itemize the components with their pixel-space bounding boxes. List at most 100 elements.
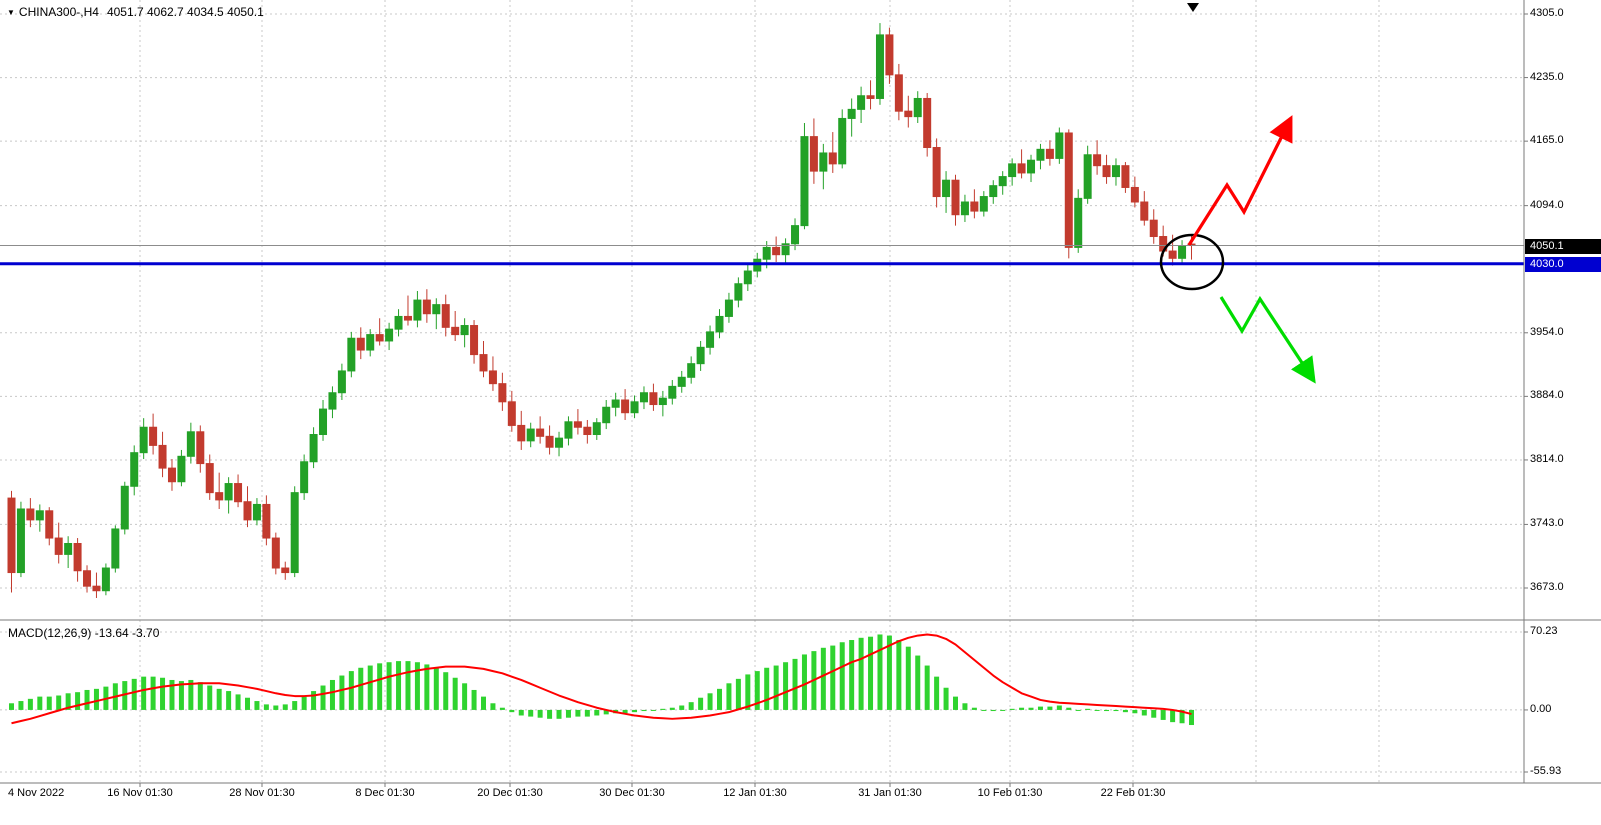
macd-bar [150,676,156,710]
macd-bar [981,709,987,711]
candle-body [904,110,913,118]
macd-bar [632,709,638,713]
candle-body [592,422,601,436]
macd-bar [792,658,798,710]
candle-body [658,397,667,406]
hline-price-badge: 4030.0 [1525,256,1601,272]
candle-body [1055,132,1064,159]
macd-bar [131,678,137,710]
macd-bar [1104,709,1110,712]
candle-body [772,246,781,256]
macd-bar [783,662,789,710]
macd-bar [943,687,949,710]
price-axis-label: 4094.0 [1530,198,1564,211]
macd-bar [329,679,335,710]
candle-body [819,152,828,172]
candle-body [366,334,375,351]
time-axis-label: 4 Nov 2022 [8,787,65,799]
candle-body [422,299,431,315]
candle-body [923,97,932,149]
candle-body [866,95,875,99]
symbol-dropdown-icon[interactable]: ▼ [7,8,15,18]
candle-body [715,315,724,333]
macd-bar [75,692,81,710]
candle-body [639,392,648,403]
candle-body [998,176,1007,187]
macd-bar [669,707,675,710]
candle-body [252,503,261,521]
candle-body [762,246,771,260]
candle-body [215,492,224,501]
candle-body [706,331,715,348]
macd-signal-line [11,633,1192,725]
macd-bar [122,681,128,710]
macd-bar [27,698,33,710]
candle-body [498,383,507,403]
macd-bar [56,695,62,710]
macd-bar [65,693,71,710]
macd-bar [254,701,260,710]
macd-bar [207,685,213,710]
macd-indicator-label: MACD(12,26,9) -13.64 -3.70 [8,626,160,640]
macd-bar [178,681,184,710]
candle-body [649,392,658,406]
highlight-circle-annotation[interactable] [1159,233,1225,291]
macd-bar [764,667,770,710]
candle-body [347,337,356,372]
price-axis-label: 4165.0 [1530,134,1564,147]
macd-bar [1170,709,1176,723]
candle-body [328,392,337,410]
macd-axis-label: 70.23 [1530,625,1558,637]
time-axis[interactable]: 4 Nov 2022 16 Nov 01:30 28 Nov 01:30 8 Dec … [0,784,1601,806]
price-axis-label: 3743.0 [1530,517,1564,530]
candle-body [281,567,290,574]
candle-body [677,376,686,387]
macd-bar [1189,709,1194,726]
candle-body [309,434,318,463]
candle-body [1178,245,1187,259]
macd-bar [490,703,496,710]
candle-body [73,542,82,572]
macd-bar [452,677,458,710]
candle-body [517,424,526,442]
macd-bar [971,707,977,710]
candle-body [45,510,54,539]
macd-bar [518,709,524,716]
candle-body [1008,163,1017,178]
candle-body [621,399,630,414]
candle-body [743,270,752,285]
macd-bar [726,683,732,710]
macd-bar [1075,709,1081,711]
candle-body [158,444,167,469]
candle-body [932,147,941,198]
bearish-scenario-arrow[interactable] [1219,295,1316,384]
candle-body [196,431,205,465]
price-axis-label: 3954.0 [1530,325,1564,338]
candle-body [602,406,611,424]
macd-bar [650,709,656,711]
macd-bar [1000,709,1006,711]
current-bar-marker-icon [1187,3,1199,12]
macd-bar [868,636,874,710]
candle-body [1074,197,1083,248]
macd-bar [1122,709,1128,713]
candle-body [139,426,148,454]
macd-bar [1009,708,1015,710]
bullish-scenario-arrow[interactable] [1187,115,1293,246]
candle-body [696,346,705,365]
macd-bar [169,679,175,710]
candle-body [1045,148,1054,159]
price-axis-label: 4305.0 [1530,7,1564,19]
time-axis-label: 16 Nov 01:30 [107,787,173,799]
macd-bar [414,662,420,710]
candle-body [271,537,280,569]
macd-bar [1037,706,1043,710]
price-axis-label: 4235.0 [1530,70,1564,83]
time-axis-label: 28 Nov 01:30 [229,787,295,799]
macd-bar [348,671,354,710]
macd-bar [801,654,807,710]
price-axis[interactable]: 4305.0 4235.0 4165.0 4094.0 3954.0 3884.0 3814… [1524,0,1601,783]
candle-body [857,95,866,110]
